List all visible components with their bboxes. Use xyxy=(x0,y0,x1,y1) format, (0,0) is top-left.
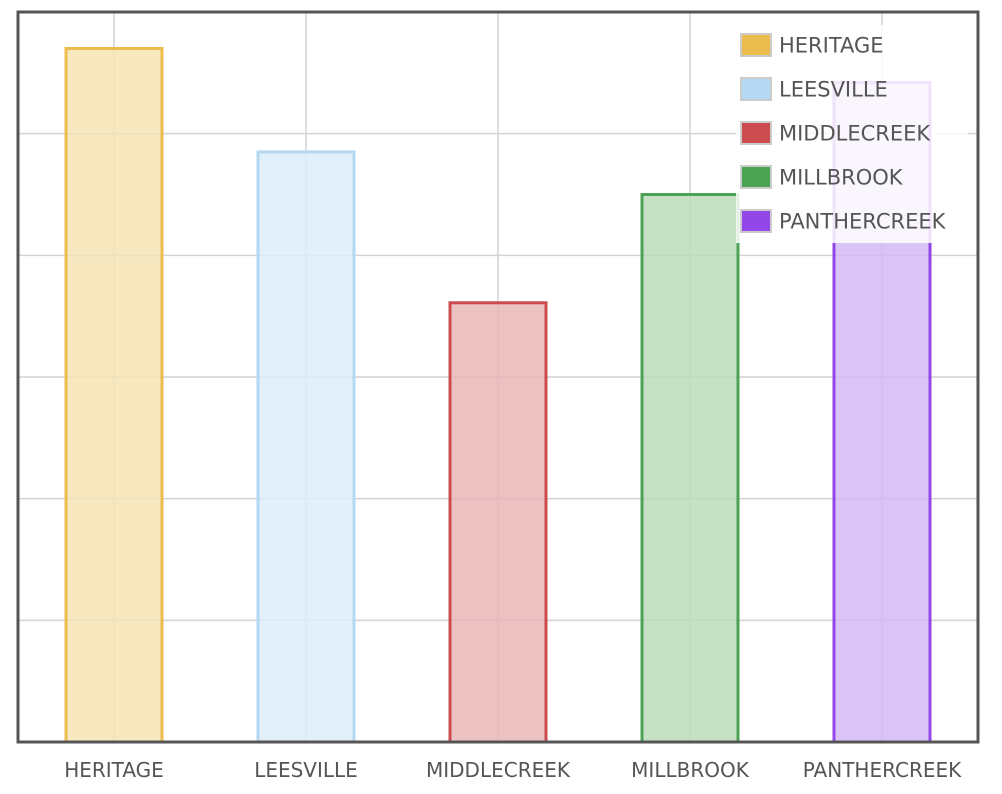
legend-swatch-panthercreek xyxy=(740,209,772,233)
bar-millbrook xyxy=(640,193,740,744)
bar-leesville xyxy=(256,150,356,744)
legend-swatch-leesville xyxy=(740,77,772,101)
legend-swatch-heritage xyxy=(740,33,772,57)
legend-label-middlecreek: MIDDLECREEK xyxy=(779,122,931,146)
x-tick-label-millbrook: MILLBROOK xyxy=(631,758,750,782)
x-axis-tick-labels: HERITAGE LEESVILLE MIDDLECREEK MILLBROOK PAN… xyxy=(64,758,962,782)
legend-label-heritage: HERITAGE xyxy=(779,34,884,58)
x-tick-label-leesville: LEESVILLE xyxy=(254,758,358,782)
bar-heritage xyxy=(64,47,164,744)
legend: HERITAGE LEESVILLE MIDDLECREEK MILLBROOK PAN… xyxy=(736,25,968,243)
legend-label-panthercreek: PANTHERCREEK xyxy=(779,210,947,234)
x-tick-label-panthercreek: PANTHERCREEK xyxy=(803,758,962,782)
legend-swatch-middlecreek xyxy=(740,121,772,145)
x-tick-label-middlecreek: MIDDLECREEK xyxy=(426,758,571,782)
legend-label-millbrook: MILLBROOK xyxy=(779,166,904,190)
legend-label-leesville: LEESVILLE xyxy=(779,78,888,102)
bar-middlecreek xyxy=(448,301,548,744)
legend-swatch-millbrook xyxy=(740,165,772,189)
legend-background xyxy=(736,25,968,243)
x-tick-label-heritage: HERITAGE xyxy=(64,758,164,782)
plot-frame xyxy=(16,10,980,744)
